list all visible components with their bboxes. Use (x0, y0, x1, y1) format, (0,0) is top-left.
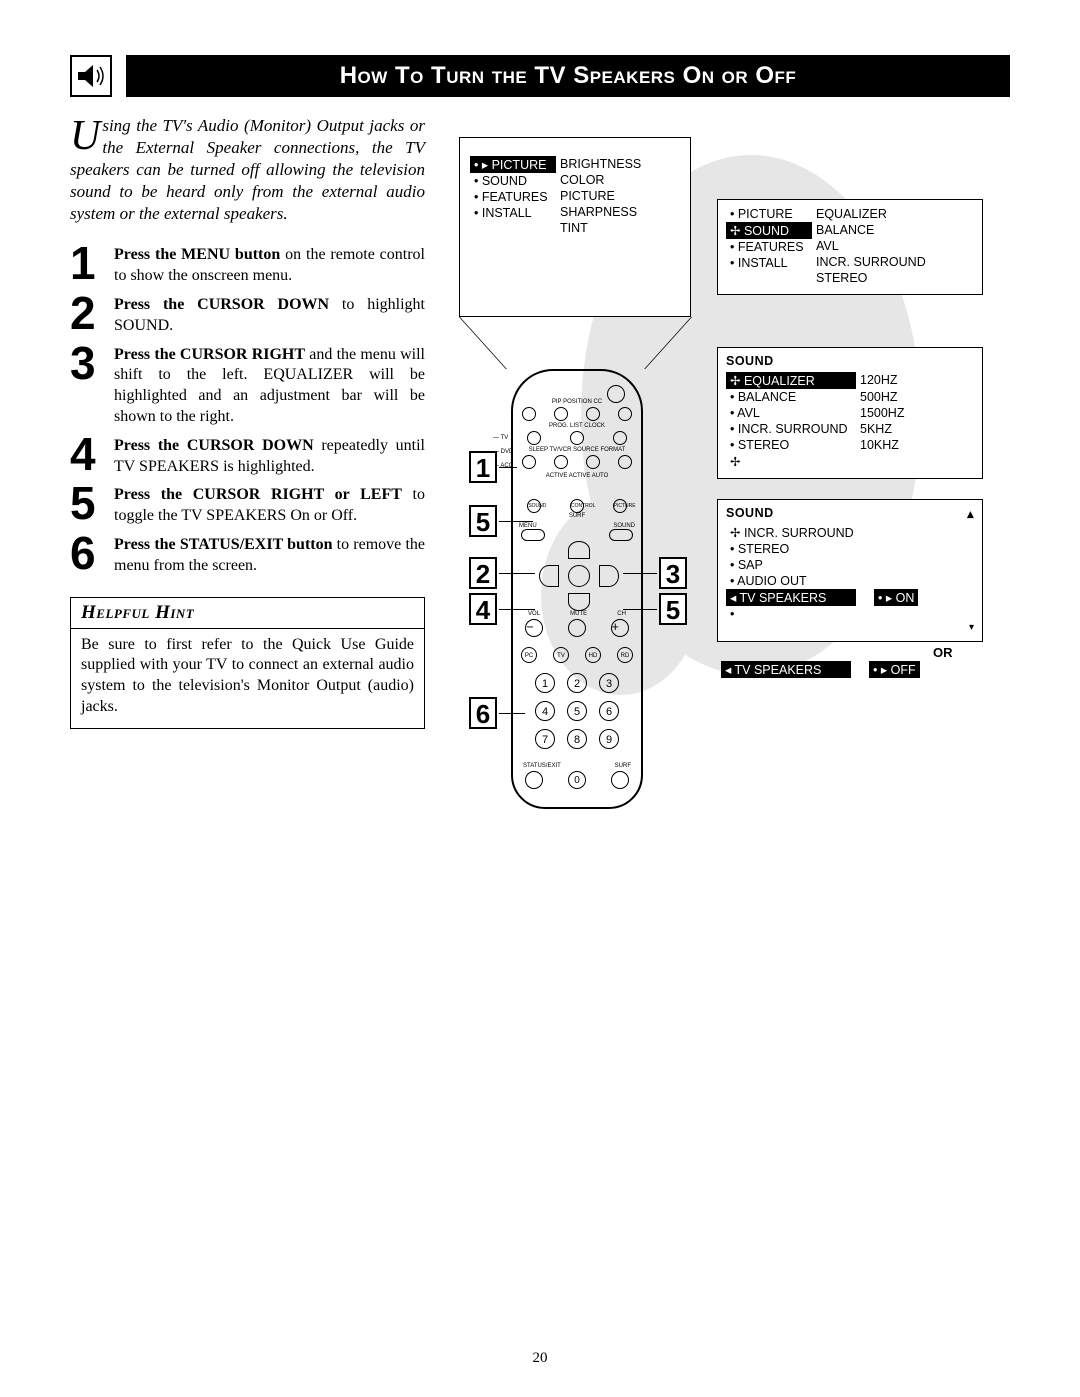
intro-paragraph: Using the TV's Audio (Monitor) Output ja… (70, 115, 425, 225)
remote-body: PIP POSITION CC PROG. LIST CLOCK SLEEP T… (511, 369, 643, 809)
step: 2Press the CURSOR DOWN to highlight SOUN… (70, 293, 425, 337)
or-label: OR (933, 645, 953, 660)
step: 4Press the CURSOR DOWN repeatedly until … (70, 434, 425, 478)
callout-5b: 5 (659, 593, 687, 625)
bottom-row: 0 (513, 771, 641, 789)
mode-row: PCTVHDRD (513, 647, 641, 663)
step-number: 2 (70, 293, 108, 337)
osd4-footer: ▾ (726, 622, 974, 633)
step-text: Press the MENU button on the remote cont… (114, 243, 425, 287)
callout-1: 1 (469, 451, 497, 483)
step-text: Press the STATUS/EXIT button to remove t… (114, 533, 425, 577)
step-number: 5 (70, 483, 108, 527)
content: Using the TV's Audio (Monitor) Output ja… (70, 115, 1010, 729)
helpful-hint-box: Helpful Hint Be sure to first refer to t… (70, 597, 425, 729)
step-number: 3 (70, 343, 108, 428)
step: 3Press the CURSOR RIGHT and the menu wil… (70, 343, 425, 428)
step: 1Press the MENU button on the remote con… (70, 243, 425, 287)
callout-6: 6 (469, 697, 497, 729)
remote-graphic: PIP POSITION CC PROG. LIST CLOCK SLEEP T… (455, 137, 695, 837)
title-row: How To Turn the TV Speakers On or Off (70, 55, 1010, 97)
dpad (539, 541, 619, 611)
page-number: 20 (0, 1350, 1080, 1367)
dropcap: U (70, 119, 100, 155)
callout-5: 5 (469, 505, 497, 537)
osd-panel-3: SOUND ✢ EQUALIZER120HZ• BALANCE500HZ• AV… (717, 347, 983, 479)
osd-panel-4: SOUND▴ ✢ INCR. SURROUND• STEREO• SAP• AU… (717, 499, 983, 642)
step-text: Press the CURSOR RIGHT or LEFT to toggle… (114, 483, 425, 527)
numpad: 123456789 (529, 673, 625, 757)
step-text: Press the CURSOR RIGHT and the menu will… (114, 343, 425, 428)
step-text: Press the CURSOR DOWN to highlight SOUND… (114, 293, 425, 337)
steps-list: 1Press the MENU button on the remote con… (70, 243, 425, 576)
helpful-hint-title: Helpful Hint (71, 598, 424, 629)
left-column: Using the TV's Audio (Monitor) Output ja… (70, 115, 425, 729)
step-number: 6 (70, 533, 108, 577)
osd-alt-row: ◂ TV SPEAKERS• ▸ OFF (721, 661, 979, 678)
step: 6Press the STATUS/EXIT button to remove … (70, 533, 425, 577)
step-text: Press the CURSOR DOWN repeatedly until T… (114, 434, 425, 478)
callout-4: 4 (469, 593, 497, 625)
helpful-hint-body: Be sure to first refer to the Quick Use … (71, 629, 424, 728)
step-number: 1 (70, 243, 108, 287)
step-number: 4 (70, 434, 108, 478)
page-title: How To Turn the TV Speakers On or Off (126, 55, 1010, 97)
callout-2: 2 (469, 557, 497, 589)
right-column: • ▸ PICTURE• SOUND• FEATURES• INSTALL BR… (441, 115, 1010, 729)
step: 5Press the CURSOR RIGHT or LEFT to toggl… (70, 483, 425, 527)
vol-row: −+ (513, 619, 641, 637)
intro-text: sing the TV's Audio (Monitor) Output jac… (70, 116, 425, 223)
menu-button (521, 529, 545, 541)
osd3-header: SOUND (726, 354, 974, 368)
osd-panel-2: • PICTURE✢ SOUND• FEATURES• INSTALL EQUA… (717, 199, 983, 295)
callout-3: 3 (659, 557, 687, 589)
osd4-header: SOUND▴ (726, 506, 974, 520)
speaker-icon (70, 55, 112, 97)
sound-button (609, 529, 633, 541)
